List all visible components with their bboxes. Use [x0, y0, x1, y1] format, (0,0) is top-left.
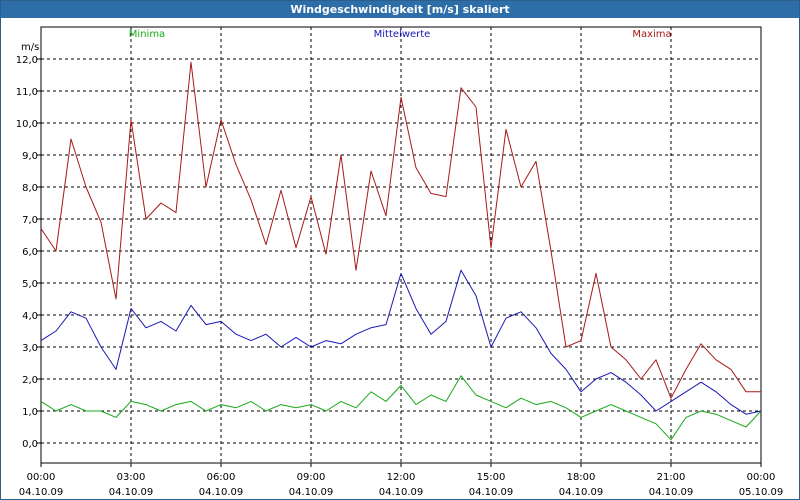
y-tick-label: 2,0 — [22, 375, 38, 386]
x-tick-date-label: 05.10.09 — [739, 487, 784, 498]
x-tick-time-label: 21:00 — [657, 472, 686, 483]
x-tick-date-label: 04.10.09 — [199, 487, 244, 498]
y-tick-label: 8,0 — [22, 183, 38, 194]
y-tick-label: 0,0 — [22, 439, 38, 450]
x-tick-date-label: 04.10.09 — [469, 487, 514, 498]
x-tick-time-label: 15:00 — [477, 472, 506, 483]
x-tick-date-label: 04.10.09 — [559, 487, 604, 498]
x-tick-date-label: 04.10.09 — [109, 487, 154, 498]
window-title: Windgeschwindigkeit [m/s] skaliert — [1, 1, 799, 18]
x-tick-time-label: 00:00 — [747, 472, 776, 483]
y-tick-label: 4,0 — [22, 311, 38, 322]
y-tick-label: 10,0 — [16, 119, 38, 130]
y-tick-label: 12,0 — [16, 55, 38, 66]
x-tick-date-label: 04.10.09 — [19, 487, 64, 498]
y-tick-label: 3,0 — [22, 343, 38, 354]
x-tick-time-label: 06:00 — [207, 472, 236, 483]
y-axis-unit: m/s — [21, 42, 39, 53]
y-tick-label: 6,0 — [22, 247, 38, 258]
series-line-maxima — [40, 61, 761, 399]
y-tick-label: 11,0 — [16, 87, 38, 98]
y-tick-label: 1,0 — [22, 407, 38, 418]
x-tick-date-label: 04.10.09 — [289, 487, 334, 498]
y-tick-label: 7,0 — [22, 215, 38, 226]
y-tick-label: 5,0 — [22, 279, 38, 290]
series-lines — [40, 61, 762, 441]
x-tick-date-label: 04.10.09 — [379, 487, 424, 498]
legend-mittelwerte: Mittelwerte — [374, 29, 431, 40]
legend-maxima: Maxima — [632, 29, 671, 40]
x-tick-time-label: 09:00 — [297, 472, 326, 483]
y-tick-label: 9,0 — [22, 151, 38, 162]
x-tick-time-label: 18:00 — [567, 472, 596, 483]
x-tick-time-label: 03:00 — [117, 472, 146, 483]
series-line-mittelwerte — [40, 269, 762, 415]
series-line-minima — [40, 375, 762, 441]
grid — [41, 27, 761, 463]
x-tick-time-label: 12:00 — [387, 472, 416, 483]
legend-minima: Minima — [129, 29, 165, 40]
x-tick-time-label: 00:00 — [27, 472, 56, 483]
x-tick-date-label: 04.10.09 — [649, 487, 694, 498]
axes: 0,0 1,0 2,0 3,0 4,0 5,0 6,0 7,0 8,0 9,0 10,0 11,0 12… — [16, 55, 784, 498]
